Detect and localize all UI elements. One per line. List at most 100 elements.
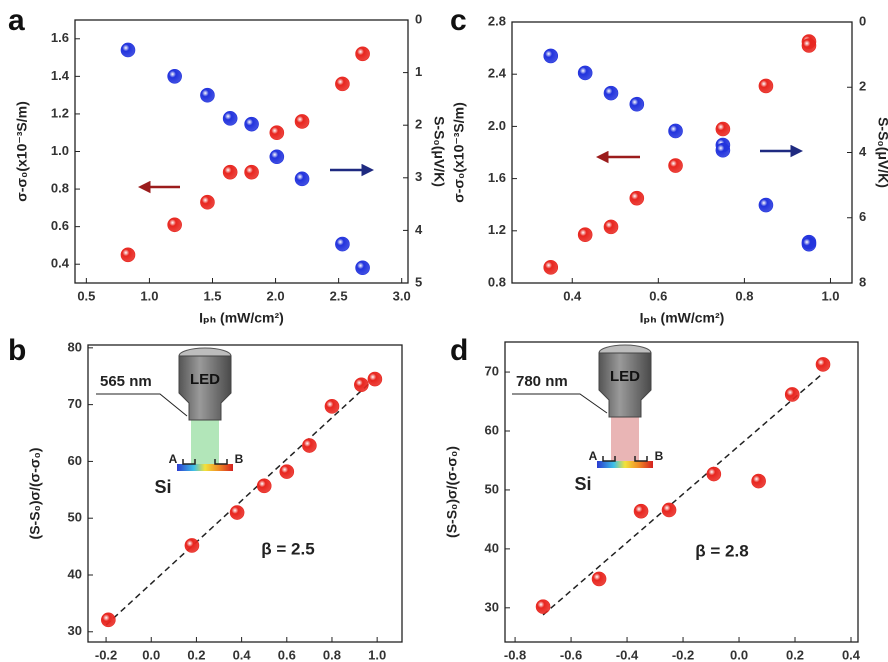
panel-label: c bbox=[450, 4, 467, 37]
y-tick-label: 60 bbox=[485, 422, 499, 437]
data-point bbox=[279, 464, 295, 479]
y-tick-label: 1.4 bbox=[51, 68, 70, 83]
y-tick-label: 40 bbox=[68, 566, 82, 581]
data-point bbox=[302, 438, 317, 453]
x-tick-label: 0.0 bbox=[142, 647, 160, 662]
data-point bbox=[715, 142, 731, 158]
y2-tick-label: 2 bbox=[859, 79, 866, 94]
material-label: Si bbox=[154, 477, 171, 497]
data-point bbox=[801, 38, 817, 53]
y2-axis-label: S-S₀(μV/K) bbox=[431, 116, 447, 187]
electrode-label: A bbox=[169, 452, 178, 466]
x-tick-label: 0.0 bbox=[730, 647, 748, 662]
data-point bbox=[335, 76, 350, 92]
data-point bbox=[367, 371, 383, 387]
y2-axis-label: S-S₀(μV/K) bbox=[875, 117, 888, 188]
y-axis-label: σ-σ₀(x10⁻³S/m) bbox=[451, 102, 467, 203]
y-tick-label: 30 bbox=[68, 623, 82, 638]
y2-tick-label: 4 bbox=[859, 144, 867, 159]
x-tick-label: 1.0 bbox=[821, 288, 839, 303]
panel-label: a bbox=[8, 4, 25, 37]
x-tick-label: 0.2 bbox=[187, 647, 205, 662]
data-point bbox=[354, 377, 369, 393]
substrate bbox=[597, 461, 653, 468]
data-point bbox=[167, 68, 182, 84]
y-tick-label: 1.6 bbox=[488, 170, 506, 185]
y-tick-label: 1.2 bbox=[488, 222, 506, 237]
plot-frame bbox=[511, 21, 853, 284]
x-tick-label: 0.4 bbox=[233, 647, 252, 662]
electrode-left bbox=[602, 456, 616, 462]
y-tick-label: 0.6 bbox=[51, 218, 69, 233]
data-point bbox=[269, 149, 285, 165]
y-tick-label: 0.4 bbox=[51, 256, 70, 271]
data-point bbox=[244, 116, 259, 132]
led-label: LED bbox=[610, 368, 640, 385]
data-point bbox=[222, 111, 238, 126]
data-point bbox=[222, 164, 238, 180]
x-tick-label: -0.8 bbox=[504, 647, 526, 662]
data-point bbox=[355, 46, 370, 62]
data-point bbox=[591, 571, 607, 587]
y-tick-label: 0.8 bbox=[488, 274, 506, 289]
leader-line bbox=[512, 393, 608, 414]
x-tick-label: -0.2 bbox=[95, 647, 117, 662]
y-tick-label: 2.4 bbox=[488, 66, 507, 81]
data-point bbox=[668, 123, 683, 139]
y2-tick-label: 1 bbox=[415, 64, 422, 79]
x-tick-label: 0.6 bbox=[278, 647, 296, 662]
data-point bbox=[603, 219, 619, 235]
data-point bbox=[335, 236, 350, 252]
electrode-label: A bbox=[589, 449, 598, 463]
data-point bbox=[200, 194, 215, 210]
x-tick-label: 3.0 bbox=[393, 288, 411, 303]
data-point bbox=[324, 399, 340, 414]
y-tick-label: 70 bbox=[68, 396, 82, 411]
data-point bbox=[294, 114, 310, 129]
x-axis-label: Iₚₕ (mW/cm²) bbox=[199, 310, 284, 326]
y-tick-label: 60 bbox=[68, 453, 82, 468]
y-tick-label: 1.2 bbox=[51, 105, 69, 120]
data-point bbox=[543, 260, 559, 275]
y-tick-label: 80 bbox=[68, 339, 82, 354]
y-tick-label: 0.8 bbox=[51, 181, 69, 196]
x-axis-label: Iₚₕ (mW/cm²) bbox=[640, 310, 725, 326]
data-point bbox=[229, 505, 245, 520]
electrode-left bbox=[182, 459, 196, 465]
x-tick-label: 0.4 bbox=[842, 647, 861, 662]
x-tick-label: 1.0 bbox=[368, 647, 386, 662]
y-tick-label: 1.6 bbox=[51, 30, 69, 45]
led-body bbox=[598, 352, 652, 418]
y-tick-label: 50 bbox=[485, 481, 499, 496]
x-tick-label: -0.2 bbox=[672, 647, 694, 662]
data-point bbox=[184, 538, 200, 553]
data-point bbox=[668, 158, 683, 173]
x-tick-label: 0.8 bbox=[735, 288, 753, 303]
data-point bbox=[120, 247, 136, 263]
material-label: Si bbox=[574, 474, 591, 494]
wavelength-label: 780 nm bbox=[516, 373, 568, 390]
data-point bbox=[355, 260, 370, 276]
x-tick-label: -0.6 bbox=[560, 647, 582, 662]
y2-tick-label: 8 bbox=[859, 274, 866, 289]
x-tick-label: 0.8 bbox=[323, 647, 341, 662]
data-point bbox=[577, 65, 593, 81]
data-point bbox=[629, 190, 645, 206]
y-axis-label: (S-S₀)σ/(σ-σ₀) bbox=[27, 448, 43, 540]
led-label: LED bbox=[190, 371, 220, 388]
data-point bbox=[758, 78, 774, 94]
y-tick-label: 2.8 bbox=[488, 13, 506, 28]
data-point bbox=[101, 612, 116, 628]
led-body bbox=[178, 355, 232, 421]
data-point bbox=[256, 478, 272, 494]
data-point bbox=[815, 357, 831, 372]
data-point bbox=[120, 42, 136, 58]
annotation: β = 2.5 bbox=[261, 539, 314, 558]
plot-frame bbox=[504, 341, 859, 643]
electrode-right bbox=[214, 459, 228, 465]
substrate bbox=[177, 464, 233, 471]
y-axis-label: (S-S₀)σ/(σ-σ₀) bbox=[444, 446, 460, 538]
data-point bbox=[629, 96, 645, 112]
x-tick-label: 2.5 bbox=[330, 288, 348, 303]
